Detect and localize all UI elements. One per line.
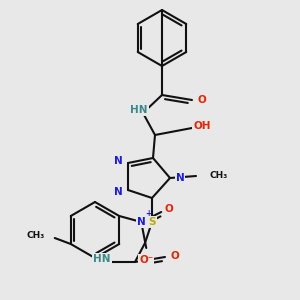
- Text: O: O: [198, 95, 206, 105]
- Text: N: N: [137, 217, 146, 227]
- Text: S: S: [148, 217, 156, 227]
- Text: N: N: [114, 187, 122, 197]
- Text: N: N: [114, 156, 122, 166]
- Text: CH₃: CH₃: [209, 172, 227, 181]
- Text: O: O: [171, 251, 179, 261]
- Text: OH: OH: [193, 121, 211, 131]
- Text: CH₃: CH₃: [26, 232, 45, 241]
- Text: HN: HN: [130, 105, 148, 115]
- Text: N: N: [176, 173, 184, 183]
- Text: O: O: [165, 204, 174, 214]
- Text: HN: HN: [93, 254, 111, 264]
- Text: +: +: [145, 209, 152, 218]
- Text: O⁻: O⁻: [139, 255, 153, 265]
